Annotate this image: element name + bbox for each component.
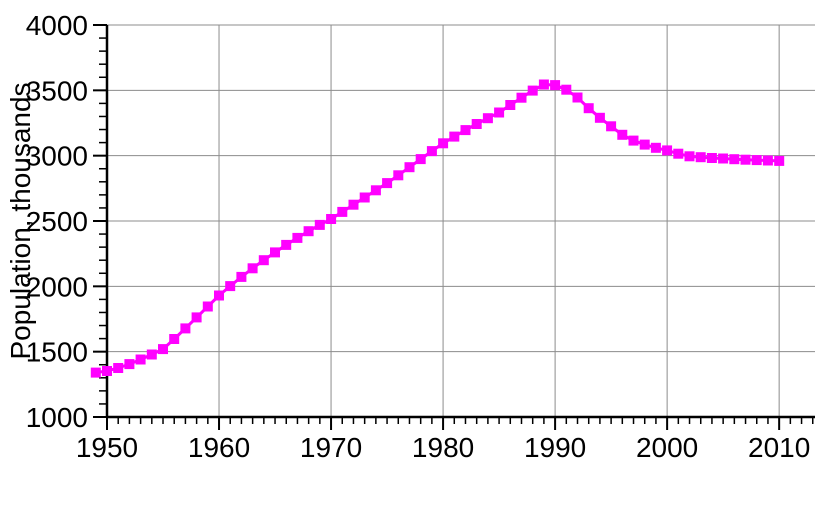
data-point [729,154,740,165]
data-point [572,92,583,103]
data-point [90,367,101,378]
y-axis-title: Population, thousands [5,82,36,359]
data-point [673,148,684,159]
data-point [561,84,572,95]
data-point [684,151,695,162]
data-point [617,129,628,140]
data-point [762,155,773,166]
data-point [639,139,650,150]
x-tick-label: 1960 [188,432,250,463]
data-point [247,263,258,274]
data-point [650,142,661,153]
data-point [135,354,146,365]
axis-layer [93,24,815,430]
data-point [236,271,247,282]
data-point [270,247,280,258]
data-point [303,226,314,237]
x-tick-label: 1990 [524,432,586,463]
data-point [191,312,202,323]
data-point [225,281,236,292]
data-point [695,152,706,163]
data-point [516,92,527,103]
data-point [169,334,180,344]
x-tick-label: 1970 [300,432,362,463]
data-point [202,301,213,312]
data-point [382,178,393,189]
data-point [628,135,639,146]
data-point [505,100,516,110]
data-point [393,170,404,181]
data-point [482,113,493,124]
data-point [180,323,191,334]
y-tick-label: 2000 [26,271,88,302]
data-point [124,359,135,370]
data-point [370,185,381,196]
data-point [449,131,460,142]
y-tick-label: 1500 [26,337,88,368]
data-point [337,206,348,217]
data-point [594,112,605,123]
data-point [740,154,751,165]
y-tick-label: 4000 [26,10,88,41]
data-point [538,79,549,90]
data-point [359,192,370,203]
data-point [494,107,505,118]
data-point [158,344,168,355]
data-point [751,155,762,166]
data-point [214,290,224,301]
data-point [258,255,269,266]
data-point [662,145,673,156]
x-tick-label: 1980 [412,432,474,463]
data-point [460,125,471,136]
data-point [774,155,785,166]
grid-layer [107,24,815,417]
data-point [706,153,717,163]
data-point [718,153,729,164]
data-point [583,103,594,114]
x-tick-label: 2000 [636,432,698,463]
data-point [348,199,359,210]
data-point [314,219,325,230]
data-point [550,80,561,91]
y-tick-label: 2500 [26,206,88,237]
y-tick-label: 3000 [26,141,88,172]
data-point [527,85,538,96]
series-line [95,82,780,375]
data-point [292,232,303,243]
data-point [415,154,426,165]
x-tick-label: 2010 [748,432,810,463]
data-point [113,363,124,373]
y-tick-label: 1000 [26,402,88,433]
data-point [438,138,449,149]
data-point [146,349,157,360]
data-point [606,121,617,132]
data-point [326,214,337,224]
data-point [404,162,415,173]
label-layer: Population, thousands 1000 1500 2000 2500 30… [5,10,810,463]
y-tick-label: 3500 [26,75,88,106]
data-series [90,79,785,378]
data-point [426,146,437,157]
data-point [281,239,292,250]
x-tick-label: 1950 [76,432,138,463]
data-point [471,119,482,129]
data-point [102,366,112,376]
